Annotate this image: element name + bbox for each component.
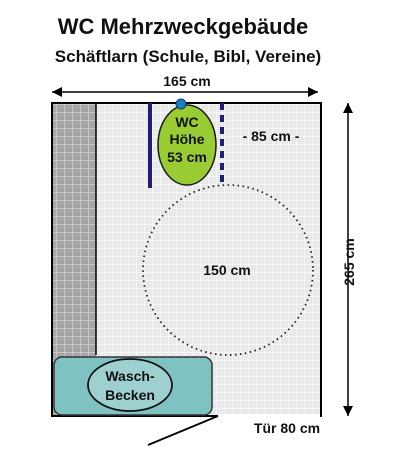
title: WC Mehrzweckgebäude [58,14,309,39]
width-arrow-right [308,87,318,97]
toilet-bowl [157,104,217,186]
door-leaf [147,415,219,446]
height-arrow-bottom [343,406,353,416]
sink-label-1: Wasch- [105,368,155,384]
toilet-label-3: 53 cm [167,149,207,165]
gap-label: - 85 cm - [243,128,300,144]
door-label: Tür 80 cm [254,420,320,436]
width-arrow-left [52,87,62,97]
height-arrow-top [343,103,353,113]
subtitle: Schäftlarn (Schule, Bibl, Vereine) [55,47,321,66]
turning-circle-label: 150 cm [203,262,250,278]
width-label: 165 cm [163,73,210,89]
toilet-label-2: Höhe [170,131,205,147]
toilet-label-1: WC [175,114,198,130]
toilet-flush-dot [175,98,187,110]
room-outline [51,102,322,417]
turning-circle [142,184,314,356]
height-label: 265 cm [341,238,357,285]
sink-basin [87,358,173,412]
sink-label-2: Becken [105,387,155,403]
